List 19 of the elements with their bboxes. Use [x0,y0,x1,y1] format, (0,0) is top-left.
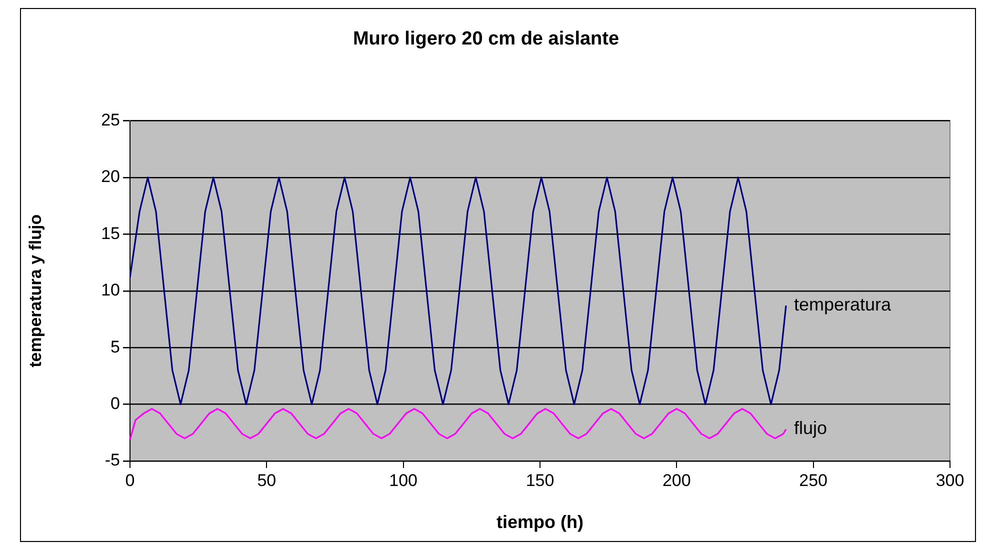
x-tick-label: 300 [936,470,964,490]
x-tick-label: 0 [125,470,135,490]
x-axis-title: tiempo (h) [496,512,584,532]
y-tick-label: 10 [101,280,120,300]
y-tick-label: 5 [110,337,120,356]
y-tick-label: 25 [101,110,120,130]
y-tick-label: 0 [110,394,120,413]
y-tick-label: 20 [101,167,120,186]
y-axis-title: temperatura y flujo [26,214,45,368]
x-tick-label: 250 [799,470,828,490]
series-label: flujo [794,418,828,438]
x-tick-label: 200 [662,470,691,490]
series-label: temperatura [794,294,892,315]
x-tick-label: 150 [526,470,554,490]
y-tick-label: 15 [101,224,120,243]
x-tick-label: 50 [257,470,276,490]
chart-title: Muro ligero 20 cm de aislante [352,28,620,50]
x-tick-label: 100 [389,470,418,490]
y-tick-label: -5 [104,450,120,470]
